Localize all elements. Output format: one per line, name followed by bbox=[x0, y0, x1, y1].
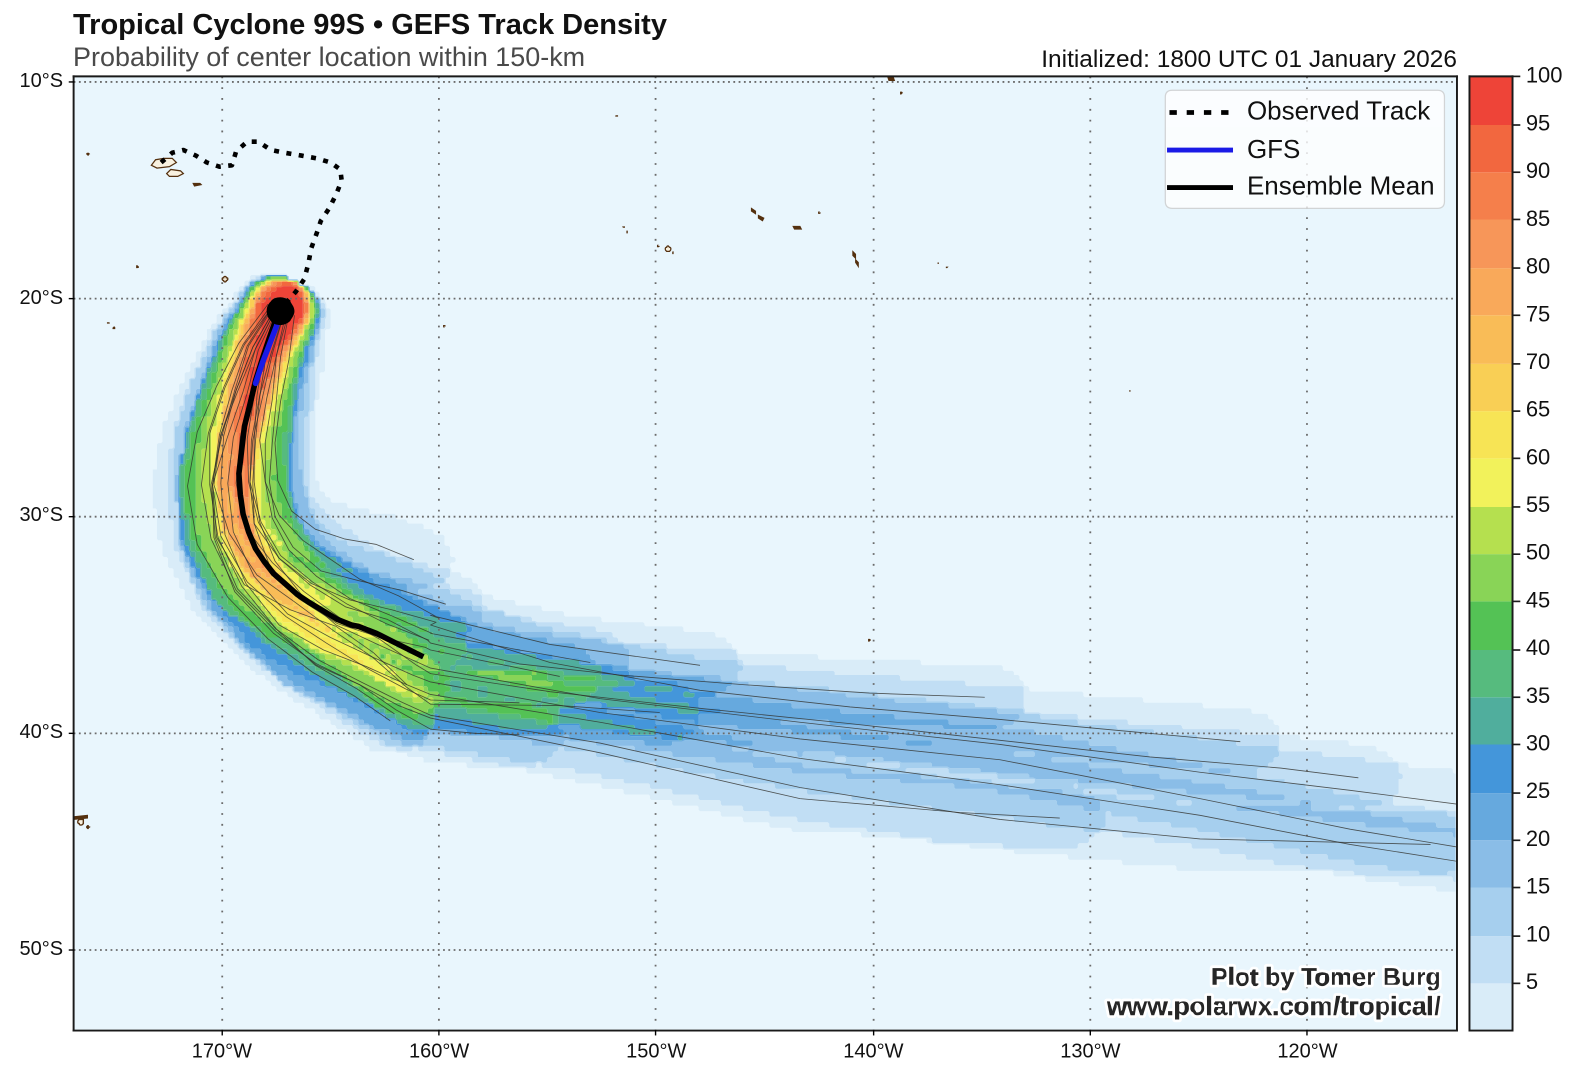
svg-text:75: 75 bbox=[1526, 301, 1550, 326]
svg-text:25: 25 bbox=[1526, 778, 1550, 803]
svg-text:50°S: 50°S bbox=[19, 938, 63, 960]
svg-text:120°W: 120°W bbox=[1277, 1041, 1337, 1063]
svg-text:40: 40 bbox=[1526, 635, 1550, 660]
svg-text:90: 90 bbox=[1526, 158, 1550, 183]
svg-text:35: 35 bbox=[1526, 683, 1550, 708]
svg-text:85: 85 bbox=[1526, 206, 1550, 231]
svg-text:150°W: 150°W bbox=[626, 1041, 686, 1063]
svg-text:60: 60 bbox=[1526, 444, 1550, 469]
svg-text:30°S: 30°S bbox=[19, 504, 63, 526]
svg-text:50: 50 bbox=[1526, 540, 1550, 565]
svg-text:20°S: 20°S bbox=[19, 287, 63, 309]
svg-text:140°W: 140°W bbox=[843, 1041, 903, 1063]
svg-text:15: 15 bbox=[1526, 874, 1550, 899]
svg-text:Tropical Cyclone 99S • GEFS Tr: Tropical Cyclone 99S • GEFS Track Densit… bbox=[73, 9, 667, 41]
svg-text:Observed Track: Observed Track bbox=[1247, 96, 1431, 126]
svg-text:GFS: GFS bbox=[1247, 134, 1300, 164]
svg-text:45: 45 bbox=[1526, 587, 1550, 612]
svg-text:30: 30 bbox=[1526, 731, 1550, 756]
svg-text:80: 80 bbox=[1526, 253, 1550, 278]
svg-text:Initialized: 1800 UTC 01 Janua: Initialized: 1800 UTC 01 January 2026 bbox=[1041, 46, 1457, 73]
svg-text:95: 95 bbox=[1526, 110, 1550, 135]
svg-text:170°W: 170°W bbox=[192, 1041, 252, 1063]
svg-text:40°S: 40°S bbox=[19, 721, 63, 743]
svg-text:70: 70 bbox=[1526, 349, 1550, 374]
svg-text:130°W: 130°W bbox=[1060, 1041, 1120, 1063]
svg-text:160°W: 160°W bbox=[409, 1041, 469, 1063]
svg-text:5: 5 bbox=[1526, 969, 1538, 994]
svg-text:100: 100 bbox=[1526, 63, 1563, 88]
svg-text:20: 20 bbox=[1526, 826, 1550, 851]
svg-text:10°S: 10°S bbox=[19, 70, 63, 92]
svg-text:55: 55 bbox=[1526, 492, 1550, 517]
svg-text:10: 10 bbox=[1526, 921, 1550, 946]
svg-text:65: 65 bbox=[1526, 397, 1550, 422]
svg-text:Ensemble Mean: Ensemble Mean bbox=[1247, 171, 1435, 201]
svg-text:Probability of center location: Probability of center location within 15… bbox=[73, 42, 585, 72]
